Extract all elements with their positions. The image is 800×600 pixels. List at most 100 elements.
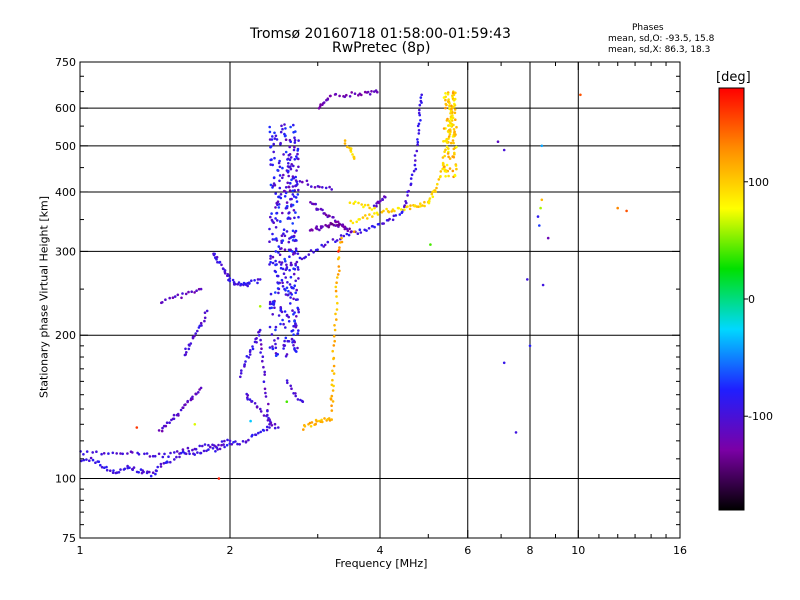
- data-point: [95, 450, 98, 454]
- data-point: [331, 400, 335, 403]
- data-point: [502, 148, 506, 152]
- data-point: [293, 136, 296, 139]
- data-point: [448, 157, 452, 160]
- data-point: [291, 341, 294, 344]
- data-point: [526, 278, 529, 281]
- data-point: [295, 350, 298, 353]
- y-tick-label: 400: [55, 186, 76, 199]
- data-point: [302, 428, 305, 431]
- data-point: [176, 293, 180, 297]
- data-point: [193, 291, 196, 294]
- data-point: [259, 407, 262, 411]
- data-point: [297, 165, 300, 169]
- data-point: [187, 343, 191, 347]
- data-point: [413, 163, 417, 167]
- data-point: [282, 347, 285, 350]
- data-point: [217, 477, 221, 480]
- data-point: [435, 186, 438, 190]
- data-point: [296, 332, 300, 335]
- data-point: [228, 442, 232, 445]
- data-point: [135, 426, 139, 429]
- data-point: [292, 148, 296, 152]
- data-point: [444, 92, 447, 95]
- data-point: [277, 291, 280, 295]
- data-point: [273, 238, 277, 241]
- data-point: [128, 466, 131, 470]
- colorbar-tick-label: -100: [748, 410, 773, 423]
- data-point: [400, 210, 404, 214]
- data-point: [247, 438, 250, 442]
- data-point: [248, 353, 252, 356]
- data-point: [333, 328, 337, 332]
- data-point: [444, 106, 447, 110]
- data-point: [278, 174, 282, 177]
- data-point: [194, 332, 197, 335]
- data-point: [418, 103, 422, 107]
- data-point: [403, 208, 406, 211]
- data-point: [262, 429, 266, 432]
- data-point: [117, 471, 121, 474]
- data-point: [161, 426, 164, 430]
- data-point: [271, 255, 275, 259]
- data-point: [334, 289, 338, 293]
- data-point: [390, 210, 394, 213]
- data-point: [282, 228, 286, 231]
- data-point: [382, 209, 385, 213]
- data-point: [270, 306, 274, 310]
- data-point: [335, 318, 338, 321]
- data-point: [352, 230, 356, 233]
- data-point: [355, 220, 359, 224]
- data-point: [168, 296, 171, 300]
- data-point: [437, 178, 441, 181]
- data-point: [281, 166, 284, 170]
- data-point: [119, 452, 122, 455]
- data-point: [277, 161, 281, 165]
- data-point: [270, 138, 274, 141]
- data-point: [331, 378, 334, 382]
- data-point: [189, 342, 193, 345]
- data-point: [455, 125, 458, 129]
- data-point: [268, 423, 271, 426]
- data-point: [338, 94, 341, 98]
- data-point: [207, 443, 210, 447]
- data-point: [271, 163, 275, 167]
- data-point: [436, 182, 439, 186]
- data-point: [269, 215, 272, 219]
- data-point: [297, 139, 300, 142]
- y-tick-label: 300: [55, 245, 76, 258]
- data-point: [271, 345, 274, 348]
- data-point: [296, 193, 300, 196]
- data-point: [103, 466, 106, 470]
- data-point: [394, 214, 398, 217]
- data-point: [284, 276, 288, 279]
- x-tick-label: 6: [464, 544, 471, 557]
- data-point: [91, 458, 95, 462]
- data-point: [268, 346, 272, 349]
- data-point: [203, 311, 207, 315]
- data-point: [257, 431, 260, 435]
- data-point: [283, 132, 286, 136]
- data-point: [321, 420, 324, 424]
- data-point: [347, 233, 351, 237]
- data-point: [274, 291, 277, 294]
- data-point: [159, 462, 163, 466]
- data-point: [297, 157, 300, 161]
- data-point: [289, 140, 293, 143]
- data-point: [296, 252, 300, 255]
- data-point: [259, 351, 262, 354]
- data-point: [215, 255, 219, 259]
- data-point: [273, 269, 277, 273]
- data-point: [330, 409, 334, 412]
- data-point: [259, 430, 263, 434]
- data-point: [332, 356, 336, 360]
- data-point: [301, 400, 305, 404]
- data-point: [121, 452, 124, 456]
- data-point: [439, 170, 443, 173]
- data-point: [223, 439, 226, 443]
- data-point: [393, 209, 396, 213]
- data-point: [188, 452, 191, 456]
- data-point: [112, 469, 115, 472]
- data-point: [205, 309, 209, 313]
- data-point: [294, 184, 298, 187]
- data-point: [107, 452, 110, 455]
